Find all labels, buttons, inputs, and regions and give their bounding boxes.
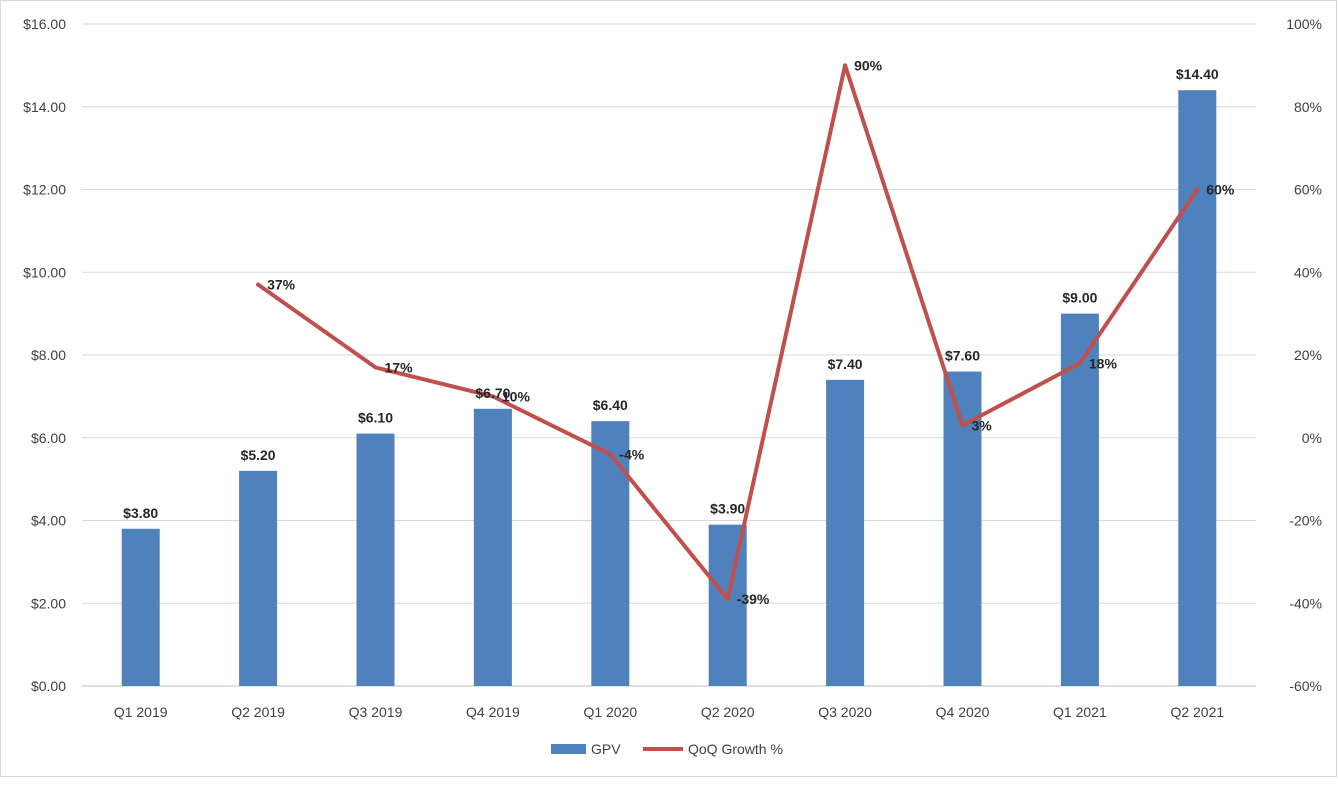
- bar-data-label: $3.80: [123, 505, 158, 521]
- left-axis-tick-label: $12.00: [23, 182, 66, 198]
- bar: [1178, 90, 1217, 686]
- line-data-label: 3%: [972, 417, 993, 433]
- x-axis-tick-label: Q4 2020: [936, 704, 990, 720]
- bar-data-label: $6.10: [358, 410, 393, 426]
- line-data-label: 18%: [1089, 355, 1118, 371]
- line-data-label: 10%: [502, 388, 531, 404]
- bar: [356, 433, 395, 686]
- bar: [826, 379, 865, 686]
- bar-data-label: $6.70: [475, 385, 510, 401]
- bar-data-label: $5.20: [241, 447, 276, 463]
- growth-point: [1195, 187, 1200, 192]
- x-axis-tick-label: Q2 2019: [231, 704, 285, 720]
- gridlines: [82, 23, 1256, 687]
- left-axis-tick-label: $16.00: [23, 16, 66, 32]
- legend-label-qoq: QoQ Growth %: [688, 741, 783, 757]
- bar-data-label: $14.40: [1176, 66, 1219, 82]
- right-axis-tick-label: 0%: [1302, 430, 1322, 446]
- x-axis: Q1 2019 Q2 2019 Q3 2019 Q4 2019 Q1 2020 Q2 20…: [114, 704, 1225, 720]
- growth-point: [490, 394, 495, 399]
- right-axis-tick-label: 100%: [1286, 16, 1322, 32]
- left-axis-tick-label: $0.00: [31, 678, 66, 694]
- left-axis-tick-label: $8.00: [31, 347, 66, 363]
- x-axis-tick-label: Q3 2019: [349, 704, 403, 720]
- growth-point: [1077, 361, 1082, 366]
- line-data-label: 90%: [854, 57, 883, 73]
- x-axis-tick-label: Q1 2021: [1053, 704, 1107, 720]
- growth-point: [960, 423, 965, 428]
- bar: [1060, 313, 1099, 686]
- left-axis-tick-label: $14.00: [23, 99, 66, 115]
- growth-point: [608, 452, 613, 457]
- right-axis-tick-label: 80%: [1294, 99, 1322, 115]
- x-axis-tick-label: Q1 2019: [114, 704, 168, 720]
- x-axis-tick-label: Q2 2021: [1170, 704, 1224, 720]
- growth-point: [373, 365, 378, 370]
- line-data-label: 60%: [1206, 182, 1235, 198]
- line-data-labels: 37% 17% 10% -4% -39% 90% 3% 18% 60%: [267, 57, 1235, 607]
- bar-data-labels: $3.80 $5.20 $6.10 $6.70 $6.40 $3.90 $7.40 $7.60…: [123, 66, 1219, 521]
- x-axis-tick-label: Q2 2020: [701, 704, 755, 720]
- right-axis-tick-label: 40%: [1294, 264, 1322, 280]
- line-data-label: -4%: [619, 446, 644, 462]
- bar-data-label: $9.00: [1062, 290, 1097, 306]
- bar-data-label: $6.40: [593, 397, 628, 413]
- line-data-label: -39%: [737, 591, 770, 607]
- left-axis-tick-label: $6.00: [31, 430, 66, 446]
- left-axis-tick-label: $10.00: [23, 264, 66, 280]
- left-axis-tick-label: $4.00: [31, 513, 66, 529]
- bar: [591, 421, 630, 686]
- bar: [121, 528, 160, 686]
- right-axis-tick-label: 20%: [1294, 347, 1322, 363]
- bar: [708, 524, 747, 686]
- line-data-label: 17%: [385, 359, 414, 375]
- bar-data-label: $7.40: [828, 356, 863, 372]
- bar: [473, 408, 512, 686]
- legend: GPV QoQ Growth %: [551, 741, 783, 757]
- right-axis-tick-label: -20%: [1289, 513, 1322, 529]
- line-data-label: 37%: [267, 277, 296, 293]
- x-axis-tick-label: Q3 2020: [818, 704, 872, 720]
- right-axis: -60% -40% -20% 0% 20% 40% 60% 80% 100%: [1286, 16, 1322, 694]
- right-axis-tick-label: -60%: [1289, 678, 1322, 694]
- growth-point: [843, 63, 848, 68]
- growth-point: [725, 597, 730, 602]
- growth-point: [256, 282, 261, 287]
- legend-label-gpv: GPV: [591, 741, 621, 757]
- bar: [239, 470, 278, 686]
- bar-data-label: $7.60: [945, 348, 980, 364]
- bar-data-label: $3.90: [710, 501, 745, 517]
- x-axis-tick-label: Q1 2020: [583, 704, 637, 720]
- right-axis-tick-label: -40%: [1289, 595, 1322, 611]
- right-axis-tick-label: 60%: [1294, 182, 1322, 198]
- legend-swatch-gpv: [551, 744, 586, 754]
- left-axis-tick-label: $2.00: [31, 595, 66, 611]
- x-axis-tick-label: Q4 2019: [466, 704, 520, 720]
- left-axis: $0.00 $2.00 $4.00 $6.00 $8.00 $10.00 $12.00 $14…: [23, 16, 66, 694]
- line-series: [256, 63, 1200, 602]
